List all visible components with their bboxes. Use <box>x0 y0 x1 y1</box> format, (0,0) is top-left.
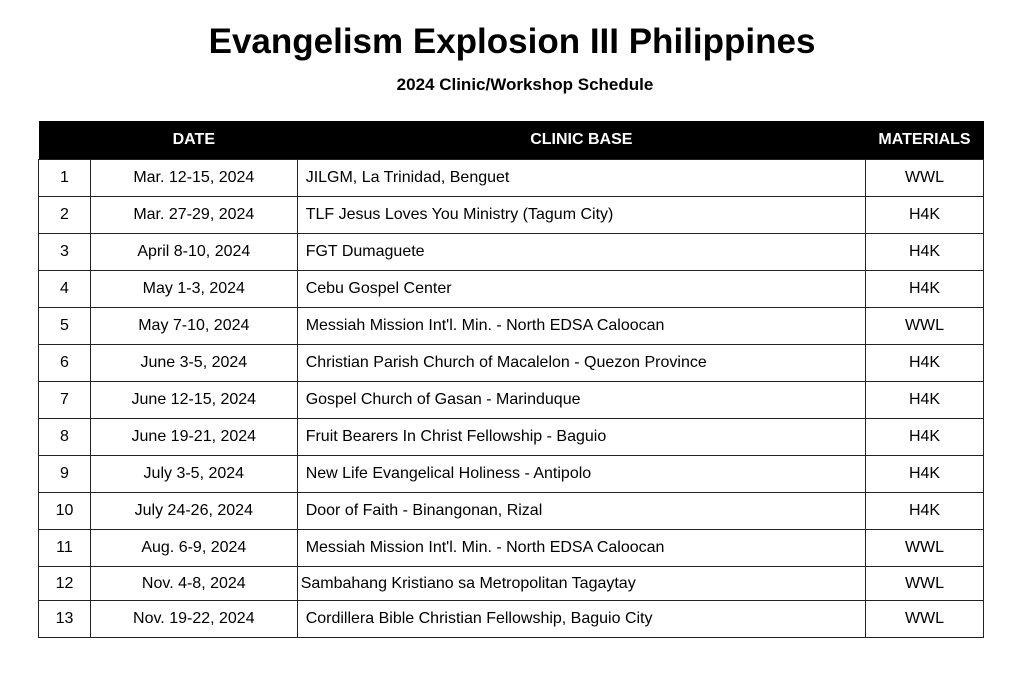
row-materials: H4K <box>865 492 984 530</box>
row-number: 13 <box>38 600 91 638</box>
row-materials: WWL <box>865 307 984 345</box>
table-row: 9 July 3-5, 2024 New Life Evangelical Holi… <box>38 455 984 493</box>
row-materials: H4K <box>865 344 984 382</box>
row-date: Mar. 12-15, 2024 <box>89 159 298 197</box>
row-number: 7 <box>38 381 91 419</box>
row-number: 2 <box>38 196 91 234</box>
row-number: 8 <box>38 418 91 456</box>
row-clinic-base: Sambahang Kristiano sa Metropolitan Taga… <box>296 566 867 601</box>
row-clinic-base: TLF Jesus Loves You Ministry (Tagum City… <box>296 196 867 234</box>
row-materials: H4K <box>865 418 984 456</box>
row-date: June 3-5, 2024 <box>89 344 298 382</box>
header-date: DATE <box>90 121 298 160</box>
table-row: 6 June 3-5, 2024 Christian Parish Church o… <box>38 344 984 382</box>
row-materials: WWL <box>865 159 984 197</box>
table-row: 13 Nov. 19-22, 2024 Cordillera Bible Chris… <box>38 600 984 638</box>
row-materials: H4K <box>865 381 984 419</box>
header-clinic-base: CLINIC BASE <box>297 121 866 160</box>
row-clinic-base: Cordillera Bible Christian Fellowship, B… <box>296 600 867 638</box>
row-date: Mar. 27-29, 2024 <box>89 196 298 234</box>
table-row: 8 June 19-21, 2024 Fruit Bearers In Christ… <box>38 418 984 456</box>
row-clinic-base: Fruit Bearers In Christ Fellowship - Bag… <box>296 418 867 456</box>
row-clinic-base: JILGM, La Trinidad, Benguet <box>296 159 867 197</box>
header-number <box>38 121 91 160</box>
row-materials: H4K <box>865 455 984 493</box>
row-date: July 3-5, 2024 <box>89 455 298 493</box>
row-number: 11 <box>38 529 91 567</box>
row-materials: H4K <box>865 270 984 308</box>
header-materials: MATERIALS <box>865 121 984 160</box>
row-number: 4 <box>38 270 91 308</box>
row-number: 10 <box>38 492 91 530</box>
row-clinic-base: Gospel Church of Gasan - Marinduque <box>296 381 867 419</box>
table-row: 11 Aug. 6-9, 2024 Messiah Mission Int'l. M… <box>38 529 984 567</box>
table-row: 12 Nov. 4-8, 2024 Sambahang Kristiano sa M… <box>38 566 984 601</box>
row-clinic-base: Messiah Mission Int'l. Min. - North EDSA… <box>296 529 867 567</box>
row-number: 5 <box>38 307 91 345</box>
row-date: Nov. 4-8, 2024 <box>89 566 298 601</box>
row-date: Aug. 6-9, 2024 <box>89 529 298 567</box>
row-materials: WWL <box>865 566 984 601</box>
row-date: April 8-10, 2024 <box>89 233 298 271</box>
row-clinic-base: New Life Evangelical Holiness - Antipolo <box>296 455 867 493</box>
row-materials: H4K <box>865 196 984 234</box>
row-date: May 7-10, 2024 <box>89 307 298 345</box>
row-number: 12 <box>38 566 91 601</box>
table-row: 1 Mar. 12-15, 2024 JILGM, La Trinidad, Ben… <box>38 159 984 197</box>
row-number: 9 <box>38 455 91 493</box>
page-title: Evangelism Explosion III Philippines <box>208 22 816 61</box>
row-number: 1 <box>38 159 91 197</box>
row-materials: WWL <box>865 529 984 567</box>
row-materials: WWL <box>865 600 984 638</box>
table-row: 2 Mar. 27-29, 2024 TLF Jesus Loves You Min… <box>38 196 984 234</box>
page-subtitle: 2024 Clinic/Workshop Schedule <box>396 75 654 94</box>
row-clinic-base: Door of Faith - Binangonan, Rizal <box>296 492 867 530</box>
row-number: 6 <box>38 344 91 382</box>
row-date: June 12-15, 2024 <box>89 381 298 419</box>
row-date: May 1-3, 2024 <box>89 270 298 308</box>
table-row: 3 April 8-10, 2024 FGT Dumaguete H4K <box>38 233 984 271</box>
row-date: Nov. 19-22, 2024 <box>89 600 298 638</box>
row-materials: H4K <box>865 233 984 271</box>
row-date: June 19-21, 2024 <box>89 418 298 456</box>
table-row: 10 July 24-26, 2024 Door of Faith - Binang… <box>38 492 984 530</box>
table-header-row: DATE CLINIC BASE MATERIALS <box>38 121 984 160</box>
schedule-table: DATE CLINIC BASE MATERIALS 1 Mar. 12-15, … <box>38 121 984 638</box>
table-row: 7 June 12-15, 2024 Gospel Church of Gasan … <box>38 381 984 419</box>
row-clinic-base: Cebu Gospel Center <box>296 270 867 308</box>
row-date: July 24-26, 2024 <box>89 492 298 530</box>
table-row: 4 May 1-3, 2024 Cebu Gospel Center H4K <box>38 270 984 308</box>
row-clinic-base: FGT Dumaguete <box>296 233 867 271</box>
table-row: 5 May 7-10, 2024 Messiah Mission Int'l. Mi… <box>38 307 984 345</box>
row-clinic-base: Messiah Mission Int'l. Min. - North EDSA… <box>296 307 867 345</box>
row-number: 3 <box>38 233 91 271</box>
row-clinic-base: Christian Parish Church of Macalelon - Q… <box>296 344 867 382</box>
